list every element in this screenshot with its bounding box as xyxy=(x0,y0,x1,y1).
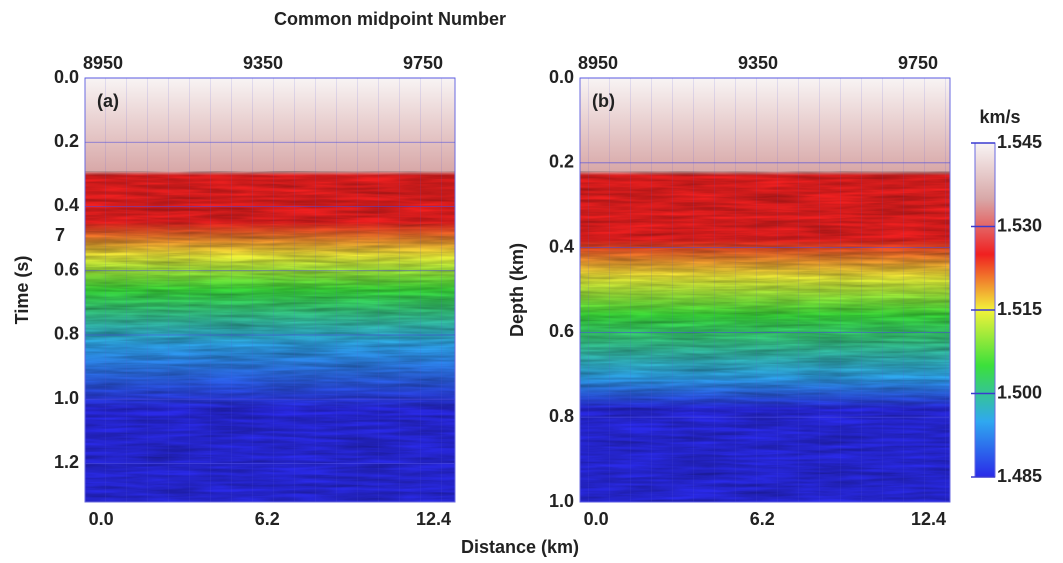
y-tick-label: 1.2 xyxy=(54,452,79,472)
x-tick-label: 12.4 xyxy=(416,509,451,529)
title: Common midpoint Number xyxy=(274,9,506,29)
top-tick-label: 9750 xyxy=(898,53,938,73)
x-tick-label: 6.2 xyxy=(255,509,280,529)
x-tick-label: 6.2 xyxy=(750,509,775,529)
top-tick-label: 9350 xyxy=(738,53,778,73)
y-tick-label: 0.4 xyxy=(549,236,574,256)
colorbar-tick-label: 1.545 xyxy=(997,132,1042,152)
y-tick-label: 1.0 xyxy=(54,388,79,408)
y-tick-label: 0.6 xyxy=(54,259,79,279)
y-tick-label: 0.6 xyxy=(549,321,574,341)
x-tick-label: 0.0 xyxy=(89,509,114,529)
top-tick-label: 9750 xyxy=(403,53,443,73)
y-tick-label: 0.4 xyxy=(54,195,79,215)
x-tick-label: 0.0 xyxy=(584,509,609,529)
annotation: 7 xyxy=(55,225,65,245)
y-tick-label: 0.8 xyxy=(549,406,574,426)
y-axis-label: Time (s) xyxy=(12,256,32,325)
top-tick-label: 8950 xyxy=(578,53,618,73)
top-tick-label: 9350 xyxy=(243,53,283,73)
y-tick-label: 0.8 xyxy=(54,324,79,344)
y-tick-label: 0.0 xyxy=(54,67,79,87)
y-axis-label: Depth (km) xyxy=(507,243,527,337)
y-tick-label: 0.2 xyxy=(549,152,574,172)
colorbar-tick-label: 1.500 xyxy=(997,382,1042,402)
colorbar-tick-label: 1.530 xyxy=(997,215,1042,235)
y-tick-label: 0.2 xyxy=(54,131,79,151)
x-tick-label: 12.4 xyxy=(911,509,946,529)
vertical-grid xyxy=(580,78,950,502)
y-tick-label: 0.0 xyxy=(549,67,574,87)
colorbar-tick-label: 1.515 xyxy=(997,299,1042,319)
panel-label: (b) xyxy=(592,91,615,111)
vertical-grid xyxy=(85,78,455,502)
panel-label: (a) xyxy=(97,91,119,111)
colorbar-label: km/s xyxy=(979,107,1020,127)
top-tick-label: 8950 xyxy=(83,53,123,73)
colorbar-tick-label: 1.485 xyxy=(997,466,1042,486)
y-tick-label: 1.0 xyxy=(549,491,574,511)
x-axis-label: Distance (km) xyxy=(461,537,579,557)
